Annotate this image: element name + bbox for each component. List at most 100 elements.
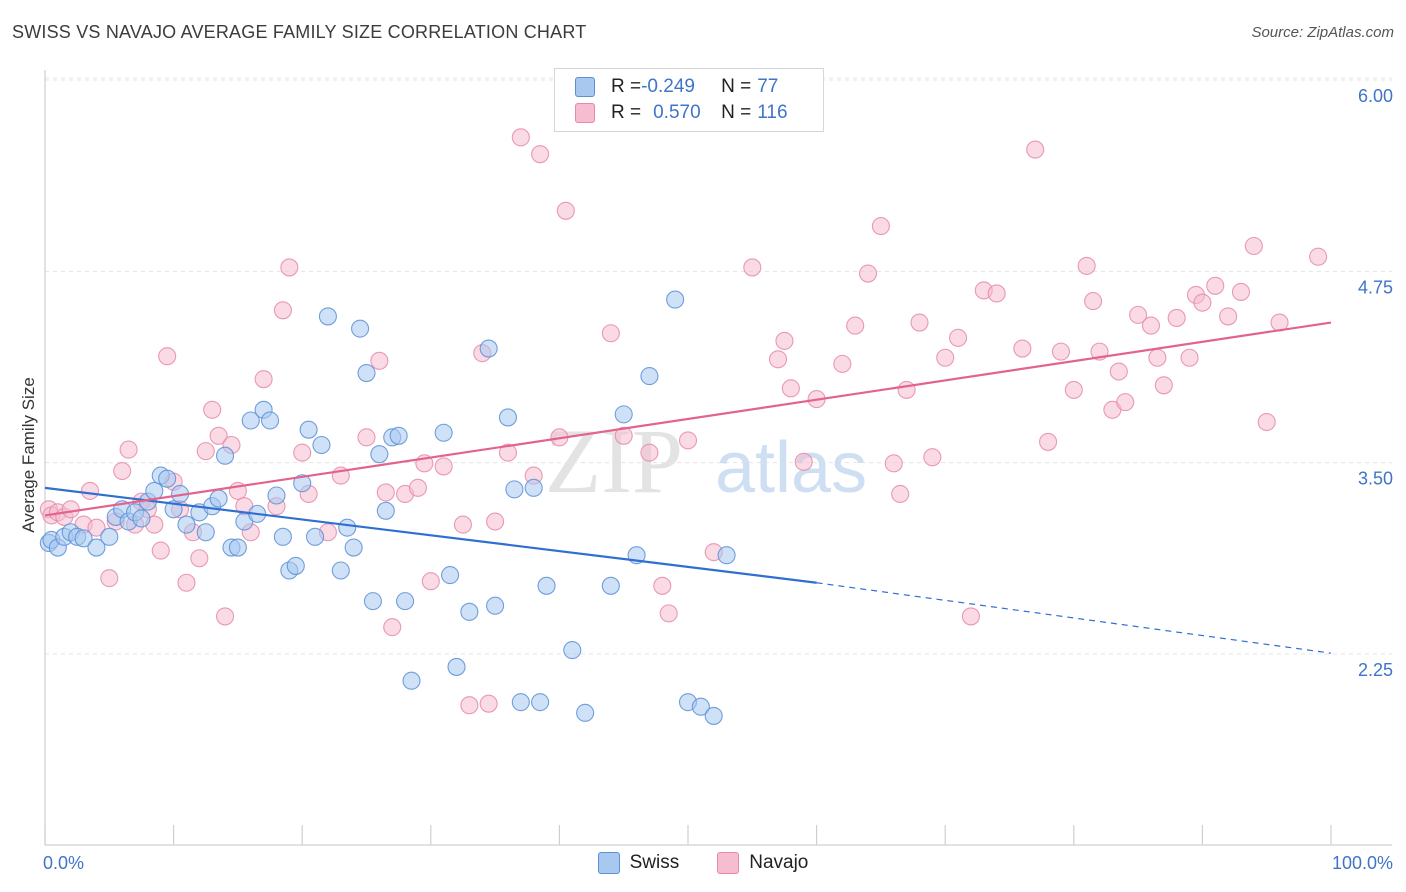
navajo-point [100, 569, 119, 588]
swiss-point [196, 523, 215, 542]
x-tick-label: 100.0% [1332, 853, 1393, 873]
navajo-point [1064, 380, 1083, 399]
navajo-point [871, 217, 890, 236]
swiss-r-label: R = [611, 76, 642, 97]
swiss-point [286, 556, 305, 575]
navajo-r-label: R = [611, 102, 642, 123]
swiss-point [228, 538, 247, 557]
tick-labels: 2.25 3.50 4.75 6.00 0.0% 100.0% [43, 86, 1393, 873]
navajo-point [376, 483, 395, 502]
navajo-point [453, 515, 473, 534]
navajo-point [910, 313, 929, 332]
navajo-point [781, 379, 800, 398]
chart-title: SWISS VS NAVAJO AVERAGE FAMILY SIZE CORR… [12, 22, 587, 42]
navajo-point [1084, 292, 1103, 311]
source-label: Source: ZipAtlas.com [1251, 24, 1394, 41]
swiss-point [318, 307, 337, 326]
navajo-point [119, 440, 138, 459]
watermark-atlas: atlas [715, 428, 867, 508]
swiss-point [614, 405, 633, 424]
navajo-point [897, 380, 916, 399]
navajo-point [486, 512, 505, 531]
swiss-point [498, 408, 518, 427]
navajo-point [833, 354, 852, 373]
navajo-point [1116, 393, 1135, 412]
navajo-point [653, 576, 672, 595]
swiss-n-label: N = [721, 76, 752, 97]
navajo-point [1244, 236, 1263, 256]
swiss-point [132, 509, 151, 528]
navajo-point [293, 443, 312, 462]
swiss-point [441, 566, 460, 585]
navajo-point [1013, 339, 1032, 358]
swiss-point [363, 592, 382, 611]
legend-item-swiss[interactable]: Swiss [597, 852, 679, 874]
navajo-point [987, 284, 1006, 303]
navajo-legend-swatch [717, 852, 740, 874]
navajo-point [1219, 307, 1238, 326]
swiss-r-value: -0.249 [641, 76, 695, 97]
swiss-trend-line [44, 486, 817, 584]
navajo-point [177, 573, 196, 592]
navajo-point [1231, 282, 1251, 301]
swiss-point [704, 706, 723, 725]
swiss-point [447, 657, 466, 676]
swiss-point [531, 693, 550, 712]
navajo-point [1193, 293, 1212, 312]
swiss-point [402, 671, 421, 690]
correlation-legend: R = -0.249 N = 77 R = 0.570 N = 116 [554, 68, 824, 132]
swiss-point [396, 592, 415, 611]
navajo-point [531, 145, 550, 164]
navajo-point [158, 347, 177, 366]
swiss-point [74, 529, 93, 548]
navajo-point [1039, 432, 1058, 451]
navajo-legend-label: Navajo [749, 852, 809, 873]
swiss-point [177, 515, 196, 534]
navajo-point [357, 428, 376, 447]
navajo-point [254, 370, 273, 389]
swiss-point [299, 420, 318, 439]
swiss-point [434, 423, 453, 442]
navajo-point [678, 431, 698, 450]
swiss-point [87, 538, 106, 557]
navajo-point [858, 264, 878, 283]
navajo-n-value: 116 [757, 102, 788, 123]
navajo-point [1154, 376, 1173, 395]
swiss-points [39, 290, 736, 725]
navajo-point [113, 461, 132, 481]
navajo-point [1180, 348, 1199, 367]
swiss-point [505, 480, 524, 499]
swiss-point [389, 426, 408, 445]
navajo-point [1141, 316, 1161, 335]
axes [44, 70, 1392, 846]
navajo-point [884, 454, 903, 473]
swiss-point [460, 602, 479, 621]
swiss-point [215, 446, 235, 465]
navajo-point [273, 301, 292, 320]
swiss-point [576, 703, 595, 722]
navajo-point [1206, 276, 1225, 295]
navajo-point [961, 607, 980, 626]
swiss-n-value: 77 [757, 76, 779, 97]
swiss-point [273, 527, 292, 546]
navajo-point [280, 258, 299, 277]
navajo-point [1257, 412, 1276, 432]
navajo-point [87, 518, 106, 537]
swiss-point [293, 474, 312, 493]
legend-item-navajo[interactable]: Navajo [717, 852, 808, 874]
swiss-point [158, 469, 177, 488]
swiss-point [351, 319, 370, 338]
swiss-point [267, 486, 286, 505]
swiss-point [524, 478, 543, 497]
navajo-point [743, 258, 762, 277]
swiss-point [209, 489, 228, 508]
navajo-point [511, 128, 530, 147]
swiss-swatch [575, 77, 595, 97]
navajo-point [640, 443, 659, 462]
navajo-trend-line [44, 321, 1332, 517]
swiss-point [312, 435, 331, 455]
swiss-point [344, 538, 363, 557]
navajo-point [936, 348, 955, 367]
y-tick-label: 6.00 [1358, 86, 1393, 106]
